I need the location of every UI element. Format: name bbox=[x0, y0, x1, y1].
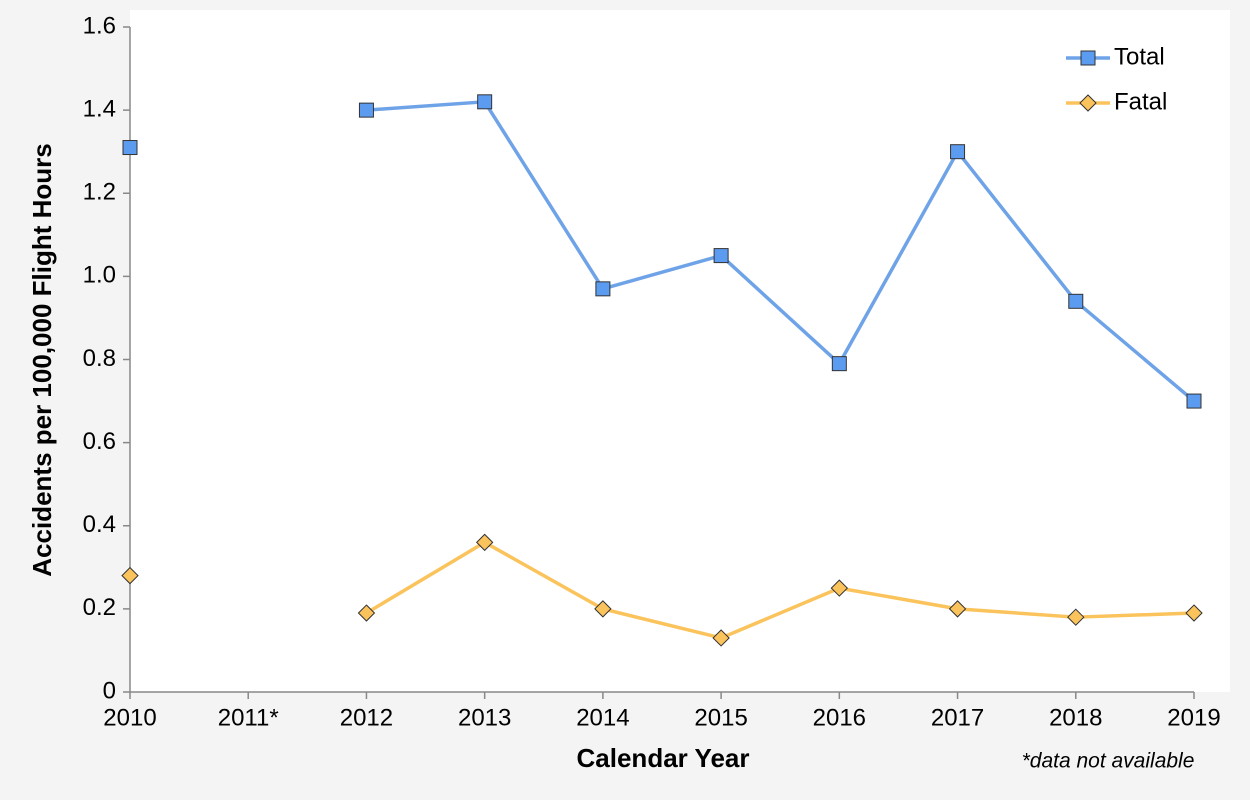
data-point bbox=[1186, 393, 1202, 409]
series-line bbox=[365, 540, 1195, 640]
x-tick-label: 2010 bbox=[103, 704, 156, 731]
y-tick-label: 1.2 bbox=[83, 179, 116, 206]
y-axis-label: Accidents per 100,000 Flight Hours bbox=[27, 143, 57, 576]
x-tick-label: 2018 bbox=[1049, 704, 1102, 731]
data-point bbox=[713, 248, 729, 264]
x-tick-label: 2013 bbox=[458, 704, 511, 731]
data-point bbox=[122, 140, 138, 156]
y-tick-label: 0 bbox=[103, 677, 116, 704]
annotation: *data not available bbox=[1022, 750, 1195, 773]
y-tick-label: 1.6 bbox=[83, 12, 116, 39]
y-tick-label: 0.4 bbox=[83, 511, 116, 538]
plot-area bbox=[130, 10, 1230, 692]
y-tick-label: 0.2 bbox=[83, 594, 116, 621]
data-point bbox=[948, 600, 967, 618]
data-point bbox=[357, 604, 376, 622]
data-point bbox=[475, 533, 494, 552]
data-point bbox=[831, 356, 847, 372]
y-tick-label: 0.6 bbox=[83, 428, 116, 455]
data-point bbox=[477, 94, 493, 110]
data-point bbox=[358, 102, 374, 118]
data-point bbox=[950, 144, 966, 160]
legend-label: Fatal bbox=[1114, 88, 1167, 115]
data-point bbox=[1068, 293, 1084, 309]
data-point bbox=[594, 600, 612, 618]
legend-marker bbox=[1079, 94, 1097, 112]
x-tick-label: 2015 bbox=[694, 704, 747, 731]
data-point bbox=[121, 566, 139, 585]
x-tick-label: 2017 bbox=[931, 704, 984, 731]
x-tick-label: 2012 bbox=[340, 704, 393, 731]
data-point bbox=[595, 281, 611, 297]
x-tick-label: 2011* bbox=[218, 704, 279, 731]
y-tick-label: 1.0 bbox=[83, 262, 116, 289]
y-tick-label: 1.4 bbox=[83, 95, 116, 122]
data-point bbox=[830, 579, 849, 597]
series-line bbox=[366, 100, 1196, 403]
data-point bbox=[1067, 608, 1085, 626]
data-point bbox=[1185, 604, 1203, 622]
y-tick-label: 0.8 bbox=[83, 345, 116, 372]
legend-label: Total bbox=[1114, 43, 1165, 70]
x-tick-label: 2014 bbox=[576, 704, 629, 731]
x-tick-label: 2019 bbox=[1167, 704, 1220, 731]
data-point bbox=[712, 629, 730, 647]
x-tick-label: 2016 bbox=[813, 704, 866, 731]
legend-marker bbox=[1080, 50, 1096, 66]
x-axis-label: Calendar Year bbox=[577, 743, 750, 773]
